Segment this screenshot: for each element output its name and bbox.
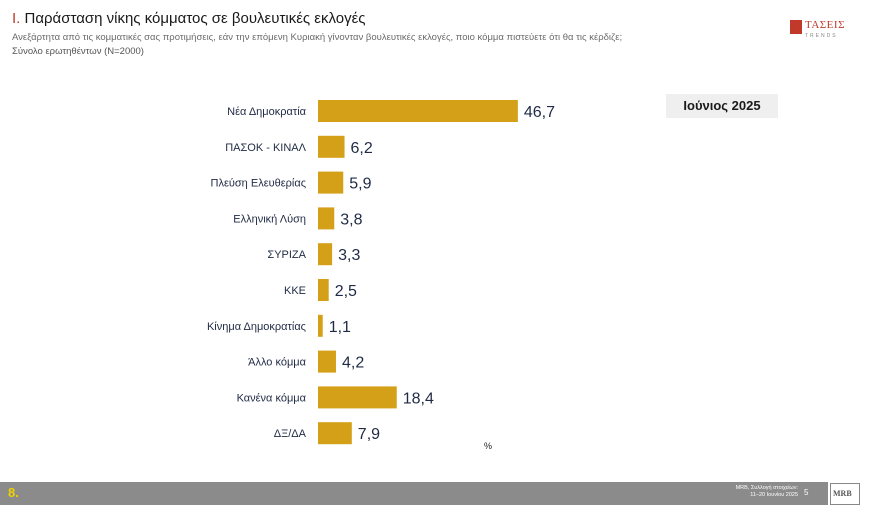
bar <box>318 135 345 158</box>
sample-size-text: Σύνολο ερωτηθέντων (Ν=2000) <box>12 46 144 57</box>
value-label: 3,3 <box>338 247 360 264</box>
bar <box>318 243 333 266</box>
value-label: 2,5 <box>335 283 357 300</box>
title-number: I. <box>12 10 21 27</box>
logo-sub: TRENDS <box>805 33 838 39</box>
bar <box>318 386 397 409</box>
logo-name: ΤΑΣΕΙΣ <box>805 19 845 31</box>
bar <box>318 171 344 194</box>
bar <box>318 279 329 301</box>
bar <box>318 100 518 122</box>
chart-title: I. Παράσταση νίκης κόμματος σε βουλευτικ… <box>12 10 366 27</box>
category-label: ΠΑΣΟΚ - ΚΙΝΑΛ <box>225 142 306 154</box>
value-label: 5,9 <box>349 176 371 193</box>
question-text: Ανεξάρτητα από τις κομματικές σας προτιμ… <box>12 32 623 43</box>
tasis-logo: ΤΑΣΕΙΣ TRENDS <box>790 18 854 44</box>
unit-label: % <box>484 441 492 451</box>
page-number: 5 <box>804 488 809 497</box>
category-label: Νέα Δημοκρατία <box>227 106 306 118</box>
category-label: Κίνημα Δημοκρατίας <box>207 321 306 333</box>
category-label: Πλεύση Ελευθερίας <box>211 178 306 190</box>
value-label: 6,2 <box>351 140 373 157</box>
slide-number: 8. <box>8 485 19 500</box>
value-label: 1,1 <box>329 319 351 336</box>
bar <box>318 350 336 373</box>
period-badge: Ιούνιος 2025 <box>666 94 778 118</box>
category-label: ΚΚΕ <box>284 285 306 297</box>
category-label: Κανένα κόμμα <box>237 392 307 404</box>
value-label: 4,2 <box>342 355 364 372</box>
bar <box>318 422 352 445</box>
footer-source-line1: MRB, Συλλογή στοιχείων: <box>735 485 798 491</box>
value-label: 18,4 <box>403 390 434 407</box>
logo-mark-icon <box>790 20 802 34</box>
category-label: Ελληνική Λύση <box>233 213 306 225</box>
category-label: ΣΥΡΙΖΑ <box>267 249 306 261</box>
bar <box>318 314 323 337</box>
category-label: ΔΞ/ΔΑ <box>274 428 307 440</box>
value-label: 7,9 <box>358 426 380 443</box>
mrb-logo: MRB <box>830 483 860 505</box>
value-label: 3,8 <box>340 211 362 228</box>
footer-source: MRB, Συλλογή στοιχείων: 11–20 Ιουνίου 20… <box>694 485 798 499</box>
footer-source-line2: 11–20 Ιουνίου 2025 <box>750 492 798 498</box>
value-label: 46,7 <box>524 104 555 121</box>
mrb-logo-text: MRB <box>833 489 852 498</box>
bar <box>318 207 335 230</box>
category-label: Άλλο κόμμα <box>248 357 307 369</box>
footer-bar: 8. MRB, Συλλογή στοιχείων: 11–20 Ιουνίου… <box>0 482 828 505</box>
title-text: Παράσταση νίκης κόμματος σε βουλευτικές … <box>24 10 366 27</box>
bar-chart: Νέα Δημοκρατία 46,7 ΠΑΣΟΚ - ΚΙΝΑΛ 6,2 Πλεύση… <box>207 100 555 451</box>
